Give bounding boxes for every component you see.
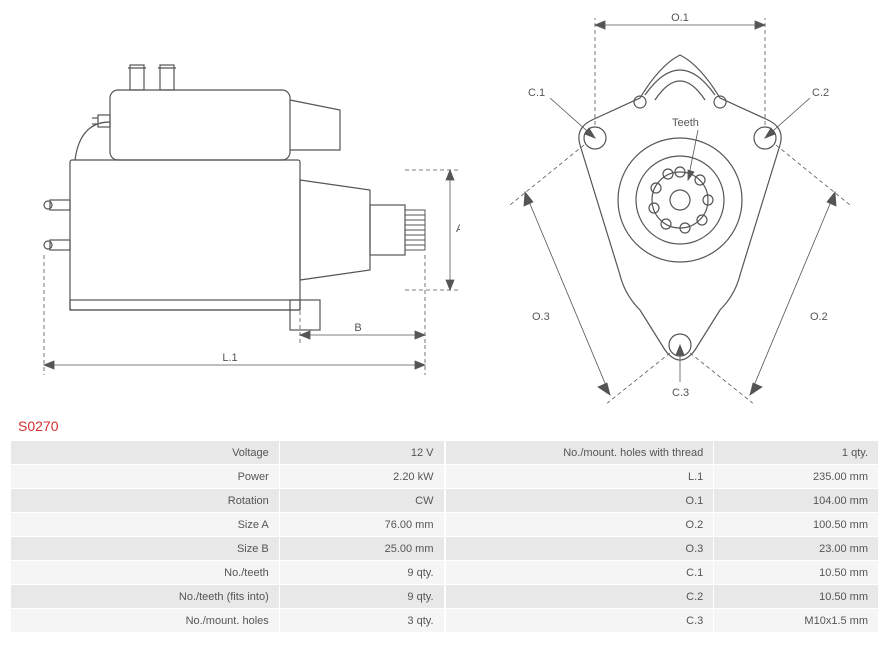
spec-label: O.2: [445, 513, 714, 537]
spec-value: 25.00 mm: [279, 537, 444, 561]
spec-label: Power: [11, 465, 280, 489]
spec-label: O.1: [445, 489, 714, 513]
side-view-diagram: A B L.1: [10, 10, 460, 410]
dim-label-c1: C.1: [528, 87, 545, 99]
dim-label-a: A: [456, 223, 460, 235]
spec-row: C.3M10x1.5 mm: [445, 609, 879, 633]
spec-row: No./teeth (fits into)9 qty.: [11, 585, 445, 609]
spec-table-right: No./mount. holes with thread1 qty.L.1235…: [445, 440, 880, 633]
spec-label: Size B: [11, 537, 280, 561]
spec-tables: Voltage12 VPower2.20 kWRotationCWSize A7…: [10, 440, 879, 633]
spec-label: Rotation: [11, 489, 280, 513]
spec-row: O.2100.50 mm: [445, 513, 879, 537]
spec-value: 1 qty.: [714, 441, 879, 465]
dim-label-o3: O.3: [532, 311, 550, 323]
dim-label-teeth: Teeth: [672, 117, 699, 129]
dim-label-c3: C.3: [672, 387, 689, 399]
spec-value: 9 qty.: [279, 561, 444, 585]
spec-row: No./mount. holes with thread1 qty.: [445, 441, 879, 465]
spec-label: O.3: [445, 537, 714, 561]
spec-row: L.1235.00 mm: [445, 465, 879, 489]
spec-label: Size A: [11, 513, 280, 537]
spec-value: 23.00 mm: [714, 537, 879, 561]
spec-row: O.1104.00 mm: [445, 489, 879, 513]
spec-value: 104.00 mm: [714, 489, 879, 513]
spec-row: Size A76.00 mm: [11, 513, 445, 537]
spec-label: No./teeth (fits into): [11, 585, 280, 609]
spec-row: RotationCW: [11, 489, 445, 513]
spec-row: O.323.00 mm: [445, 537, 879, 561]
spec-value: 10.50 mm: [714, 585, 879, 609]
spec-label: C.1: [445, 561, 714, 585]
dim-label-l1: L.1: [222, 352, 237, 364]
front-view-svg: O.1 O.2 O.3: [480, 10, 880, 410]
spec-row: Size B25.00 mm: [11, 537, 445, 561]
spec-row: Voltage12 V: [11, 441, 445, 465]
spec-row: No./teeth9 qty.: [11, 561, 445, 585]
spec-value: 3 qty.: [279, 609, 444, 633]
dim-label-c2: C.2: [812, 87, 829, 99]
front-view-diagram: O.1 O.2 O.3: [480, 10, 880, 410]
diagrams-container: A B L.1: [10, 10, 879, 410]
dim-label-o2: O.2: [810, 311, 828, 323]
spec-row: Power2.20 kW: [11, 465, 445, 489]
spec-value: 10.50 mm: [714, 561, 879, 585]
dim-label-o1: O.1: [671, 12, 689, 24]
part-id: S0270: [18, 418, 879, 434]
spec-value: 2.20 kW: [279, 465, 444, 489]
spec-label: L.1: [445, 465, 714, 489]
spec-value: 12 V: [279, 441, 444, 465]
spec-label: Voltage: [11, 441, 280, 465]
spec-label: C.3: [445, 609, 714, 633]
spec-row: C.110.50 mm: [445, 561, 879, 585]
spec-row: No./mount. holes3 qty.: [11, 609, 445, 633]
dim-label-b: B: [354, 322, 361, 334]
spec-table-left: Voltage12 VPower2.20 kWRotationCWSize A7…: [10, 440, 445, 633]
spec-value: CW: [279, 489, 444, 513]
spec-value: 76.00 mm: [279, 513, 444, 537]
spec-row: C.210.50 mm: [445, 585, 879, 609]
spec-value: 100.50 mm: [714, 513, 879, 537]
spec-label: No./mount. holes with thread: [445, 441, 714, 465]
spec-value: 9 qty.: [279, 585, 444, 609]
spec-label: C.2: [445, 585, 714, 609]
spec-label: No./mount. holes: [11, 609, 280, 633]
spec-value: 235.00 mm: [714, 465, 879, 489]
side-view-svg: A B L.1: [10, 10, 460, 380]
spec-label: No./teeth: [11, 561, 280, 585]
spec-value: M10x1.5 mm: [714, 609, 879, 633]
